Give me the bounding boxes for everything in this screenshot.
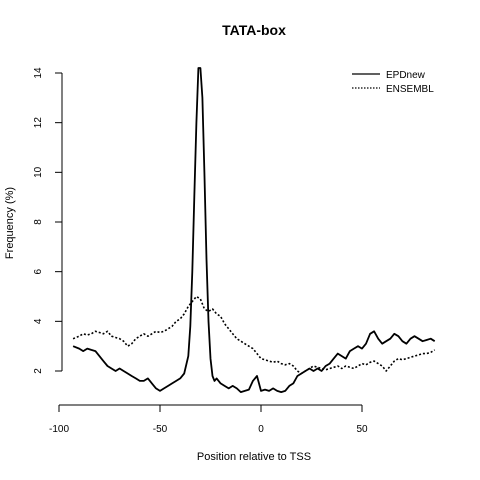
series-line-ensembl bbox=[72, 295, 436, 375]
legend-label-ensembl: ENSEMBL bbox=[386, 84, 434, 95]
y-axis-ticks: 2 4 6 8 10 12 14 bbox=[33, 67, 62, 374]
legend-label-epdnew: EPDnew bbox=[386, 70, 426, 81]
y-tick-label: 12 bbox=[33, 117, 44, 129]
x-axis-ticks: -100 -50 0 50 bbox=[49, 405, 368, 435]
series-line-epdnew bbox=[72, 67, 436, 394]
x-tick-label: 0 bbox=[258, 424, 264, 435]
legend: EPDnew ENSEMBL bbox=[352, 70, 434, 95]
y-tick-label: 8 bbox=[33, 219, 44, 225]
y-tick-label: 14 bbox=[33, 67, 44, 79]
plot-series bbox=[72, 67, 436, 394]
y-tick-label: 2 bbox=[33, 368, 44, 374]
y-axis-label: Frequency (%) bbox=[4, 187, 16, 259]
x-tick-label: -50 bbox=[153, 424, 168, 435]
y-tick-label: 10 bbox=[33, 166, 44, 178]
chart-title: TATA-box bbox=[222, 22, 286, 38]
x-axis-label: Position relative to TSS bbox=[197, 451, 311, 463]
y-tick-label: 6 bbox=[33, 268, 44, 274]
x-tick-label: -100 bbox=[49, 424, 69, 435]
x-tick-label: 50 bbox=[356, 424, 368, 435]
y-tick-label: 4 bbox=[33, 318, 44, 324]
